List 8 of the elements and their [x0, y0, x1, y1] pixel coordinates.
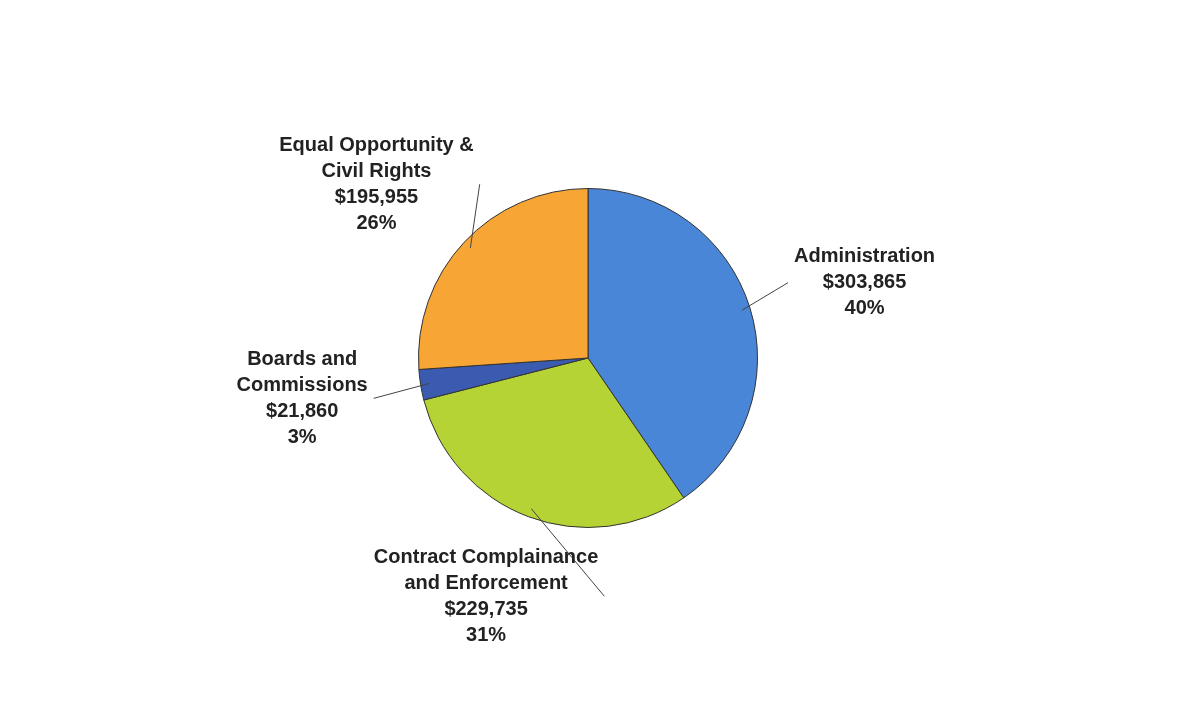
- data-label: $21,860 3%: [266, 398, 339, 447]
- slice-label: Contract Complainance and Enforcement: [373, 544, 599, 593]
- data-label: $229,735 31%: [444, 596, 528, 645]
- slice-label: Boards and Commissions: [236, 346, 368, 395]
- data-label: $195,955 26%: [334, 184, 419, 233]
- slice-label: Administration: [793, 244, 936, 267]
- slice-label: Equal Opportunity & Civil Rights: [279, 132, 474, 181]
- data-label: $303,865 40%: [822, 270, 907, 319]
